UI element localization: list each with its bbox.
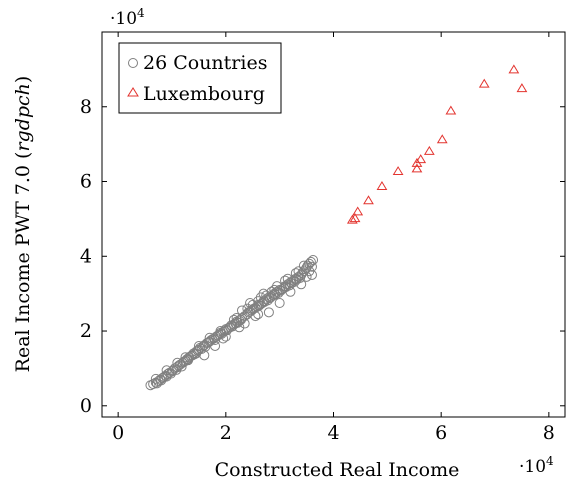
luxembourg-point [423, 145, 435, 155]
country-point [306, 269, 317, 280]
y-axis-label: Real Income PWT 7.0 (rgdpch) [12, 76, 34, 373]
country-point [242, 303, 253, 314]
y-tick-label: 8 [80, 96, 92, 118]
legend-label-luxembourg: Luxembourg [143, 83, 265, 105]
country-point [150, 373, 161, 384]
country-point [290, 268, 301, 279]
luxembourg-point [436, 134, 448, 144]
country-point [306, 261, 317, 272]
country-point [266, 286, 277, 297]
country-point [304, 258, 315, 269]
x-tick-label: 8 [543, 422, 555, 444]
luxembourg-point [352, 206, 364, 216]
x-multiplier-exp: 4 [546, 454, 554, 468]
y-tick-label: 0 [80, 395, 92, 417]
country-point [199, 350, 210, 361]
country-point [282, 273, 293, 284]
luxembourg-point [392, 166, 404, 176]
country-point [271, 281, 282, 292]
luxembourg-point [411, 163, 423, 173]
luxembourg-point [445, 105, 457, 115]
legend-box [118, 42, 282, 114]
luxembourg-point [376, 181, 388, 190]
country-point [288, 275, 299, 286]
luxembourg-point [478, 78, 490, 88]
legend-label-26-countries: 26 Countries [143, 52, 267, 74]
country-point [296, 279, 307, 290]
x-tick-label: 2 [220, 422, 232, 444]
country-point [247, 299, 258, 310]
data-points [145, 64, 528, 391]
x-axis-multiplier: ·104 [519, 454, 554, 477]
luxembourg-point [363, 195, 374, 205]
country-point [148, 379, 159, 390]
country-point [285, 286, 296, 297]
country-point [236, 305, 247, 316]
y-tick-label: 2 [80, 320, 92, 342]
x-axis-label: Constructed Real Income [215, 459, 460, 481]
country-point [280, 281, 291, 292]
country-point [210, 340, 221, 351]
country-point [191, 348, 202, 359]
country-point [301, 271, 312, 282]
luxembourg-point [346, 214, 358, 224]
y-tick-label: 6 [80, 171, 92, 193]
country-point [302, 260, 313, 271]
country-point [204, 332, 215, 343]
country-point [180, 352, 191, 363]
country-point [161, 365, 172, 376]
luxembourg-point [516, 83, 528, 93]
country-point [183, 354, 194, 365]
y-multiplier-base: ·10 [110, 9, 137, 29]
y-tick-label: 4 [80, 245, 92, 267]
country-point [175, 359, 186, 370]
country-point [274, 297, 285, 308]
y-label-close: ) [12, 76, 34, 83]
country-point [269, 288, 280, 299]
country-point [231, 312, 242, 323]
tick-group: 0 2 4 6 8 0 2 4 6 8 [80, 32, 565, 444]
country-point [308, 255, 319, 266]
y-multiplier-exp: 4 [137, 6, 145, 20]
country-point [293, 266, 304, 277]
country-point [245, 297, 256, 308]
country-point [255, 292, 266, 303]
country-point [218, 333, 229, 344]
country-point [253, 309, 264, 320]
x-tick-label: 4 [327, 422, 339, 444]
country-point [236, 312, 247, 323]
country-point [172, 357, 183, 368]
x-tick-label: 0 [112, 422, 124, 444]
x-multiplier-base: ·10 [519, 457, 546, 477]
luxembourg-point [508, 64, 520, 74]
legend: 26 Countries Luxembourg [118, 42, 282, 114]
x-tick-label: 6 [435, 422, 447, 444]
luxembourg-point [349, 213, 361, 223]
country-point [234, 322, 245, 333]
y-axis-multiplier: ·104 [110, 6, 145, 29]
y-label-italic: rgdpch [12, 83, 34, 151]
country-point [228, 314, 239, 325]
country-point [250, 311, 261, 322]
country-point [239, 318, 250, 329]
country-point [261, 290, 272, 301]
luxembourg-point [415, 154, 427, 164]
country-point [280, 275, 291, 286]
legend-circle-marker [128, 58, 138, 68]
country-point [193, 340, 204, 351]
legend-triangle-marker [127, 87, 139, 97]
country-point [220, 331, 231, 342]
country-point [290, 273, 301, 284]
y-label-main: Real Income PWT 7.0 ( [12, 152, 34, 373]
country-point [263, 307, 274, 318]
country-point [298, 260, 309, 271]
country-point [215, 326, 226, 337]
